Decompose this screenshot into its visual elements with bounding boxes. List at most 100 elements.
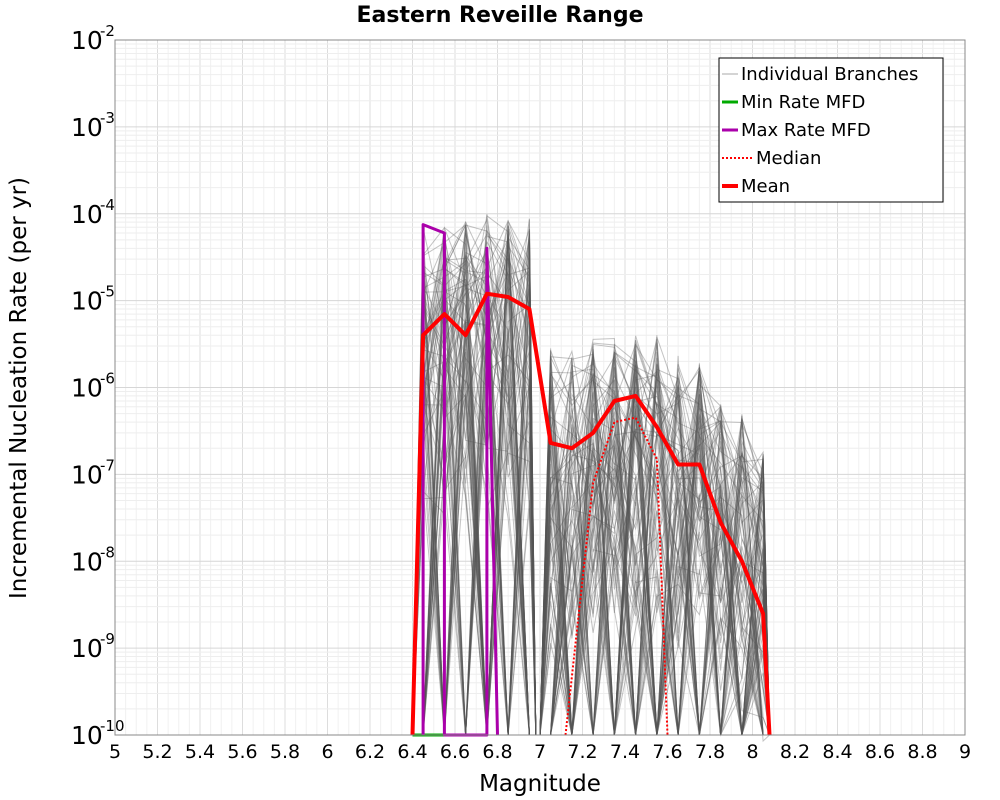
individual-branch-line [412, 225, 536, 736]
individual-branch-line [539, 386, 770, 736]
individual-branch-line [412, 237, 537, 736]
y-tick-label: 10 [71, 287, 103, 316]
x-tick-label: 8 [746, 741, 758, 763]
y-tick-label: 10 [71, 374, 103, 403]
x-tick-label: 8.2 [780, 741, 810, 763]
series-line-mean [410, 291, 772, 736]
x-axis-label: Magnitude [479, 771, 601, 797]
individual-branch-line [412, 257, 536, 736]
individual-branch-line [412, 284, 537, 736]
y-axis-label: Incremental Nucleation Rate (per yr) [6, 177, 32, 599]
individual-branch-line [412, 219, 537, 736]
individual-branch-line [412, 250, 537, 736]
y-tick-exponent: -4 [100, 196, 115, 214]
legend-label: Individual Branches [741, 64, 918, 85]
individual-branch-line [412, 230, 537, 736]
y-tick-label: 10 [71, 200, 103, 229]
x-tick-label: 5 [109, 741, 121, 763]
individual-branch-line [412, 262, 537, 736]
individual-branch-line [412, 340, 537, 736]
legend-box [718, 57, 944, 203]
x-axis-ticks: 5 5.2 5.4 5.6 5.8 6 6.2 6.4 6.6 6.8 7 7.2 7.4 7.6 7.8 8… [109, 741, 971, 763]
individual-branch-line [412, 237, 537, 736]
individual-branch-line [412, 270, 536, 736]
individual-branch-line [412, 223, 536, 736]
individual-branch-line [412, 229, 537, 736]
individual-branch-line [540, 342, 770, 736]
individual-branch-line [539, 352, 770, 736]
individual-branch-line [412, 321, 537, 736]
individual-branch-line [412, 219, 537, 736]
individual-branch-line [412, 259, 536, 736]
individual-branch-line [412, 256, 537, 736]
individual-branch-line [412, 272, 537, 736]
individual-branch-line [412, 234, 537, 736]
x-tick-label: 5.4 [185, 741, 215, 763]
x-tick-label: 8.6 [865, 741, 895, 763]
individual-branch-line [412, 275, 537, 736]
individual-branch-line [412, 241, 537, 736]
individual-branch-line [539, 351, 770, 736]
individual-branch-line [540, 427, 770, 736]
y-tick-label: 10 [71, 460, 103, 489]
individual-branch-line [412, 328, 536, 736]
individual-branch-line [540, 384, 770, 736]
x-tick-label: 5.8 [270, 741, 300, 763]
individual-branch-line [412, 251, 537, 736]
individual-branch-line [412, 218, 537, 736]
individual-branch-line [412, 271, 536, 736]
individual-branch-line [412, 226, 537, 736]
individual-branch-line [412, 265, 537, 736]
x-tick-label: 7.4 [610, 741, 640, 763]
legend-label: Median [756, 148, 821, 169]
individual-branch-line [412, 224, 537, 736]
individual-branch-line [412, 234, 537, 736]
y-tick-label: 10 [71, 634, 103, 663]
y-tick-label: 10 [71, 113, 103, 142]
individual-branch-line [412, 251, 537, 736]
individual-branch-line [539, 363, 770, 736]
individual-branch-line [412, 289, 537, 736]
individual-branch-line [539, 364, 770, 736]
y-tick-exponent: -6 [100, 370, 115, 388]
x-tick-label: 7.8 [695, 741, 725, 763]
individual-branch-line [412, 230, 536, 736]
legend: Individual Branches Min Rate MFD Max Rate … [718, 57, 944, 203]
individual-branch-line [412, 237, 536, 736]
individual-branch-line [412, 286, 536, 736]
y-tick-label: 10 [71, 721, 103, 750]
individual-branch-line [412, 245, 536, 736]
x-tick-label: 6.2 [355, 741, 385, 763]
y-tick-exponent: -3 [100, 109, 115, 127]
series-line-median [564, 416, 669, 736]
individual-branch-line [412, 225, 536, 736]
individual-branch-line [412, 224, 537, 736]
y-tick-exponent: -8 [100, 543, 115, 561]
individual-branch-line [539, 366, 770, 736]
individual-branch-line [412, 267, 537, 736]
y-tick-label: 10 [71, 547, 103, 576]
y-tick-exponent: -2 [100, 22, 115, 40]
individual-branch-line [412, 227, 536, 736]
individual-branch-line [539, 345, 770, 736]
individual-branch-line [412, 239, 537, 736]
individual-branch-line [412, 222, 536, 736]
individual-branch-line [412, 332, 537, 736]
individual-branch-line [412, 218, 536, 736]
y-tick-label: 10 [71, 26, 103, 55]
x-tick-label: 6 [321, 741, 333, 763]
individual-branch-line [412, 234, 536, 736]
individual-branch-line [539, 372, 770, 736]
individual-branch-line [412, 229, 537, 736]
x-tick-label: 6.6 [440, 741, 470, 763]
x-tick-label: 7.2 [567, 741, 597, 763]
individual-branch-line [412, 226, 536, 736]
individual-branch-line [412, 258, 537, 736]
individual-branch-line [539, 353, 770, 736]
individual-branch-line [412, 286, 537, 736]
individual-branch-line [539, 401, 770, 736]
individual-branch-line [539, 335, 770, 736]
chart-title: Eastern Reveille Range [356, 3, 643, 28]
